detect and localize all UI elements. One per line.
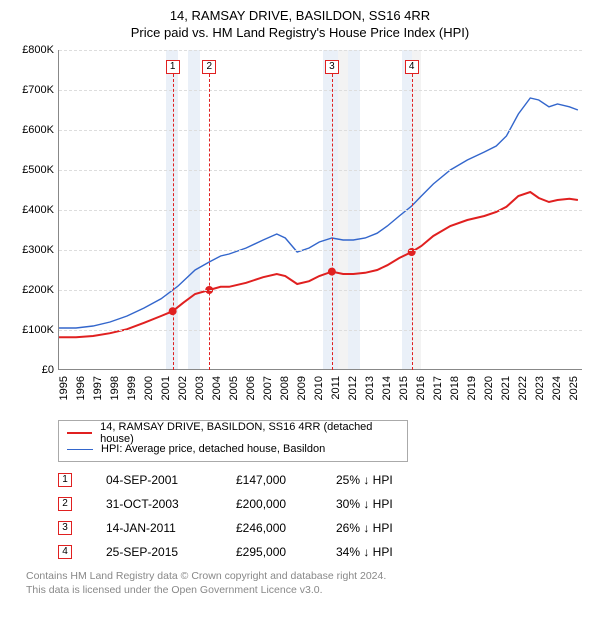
y-tick-label: £200K xyxy=(22,284,54,296)
tx-price: £200,000 xyxy=(236,497,336,511)
marker-label: 3 xyxy=(325,60,339,74)
tx-marker: 4 xyxy=(58,545,72,559)
x-tick-label: 1995 xyxy=(58,376,70,400)
transaction-row: 2 31-OCT-2003£200,00030% ↓ HPI xyxy=(58,492,538,516)
marker-line xyxy=(209,74,210,370)
x-tick-label: 2013 xyxy=(364,376,376,400)
x-tick-label: 2025 xyxy=(568,376,580,400)
plot-area: 1 2 3 4 xyxy=(58,50,582,370)
y-tick-label: £700K xyxy=(22,84,54,96)
x-tick-label: 2011 xyxy=(330,376,342,400)
x-tick-label: 2009 xyxy=(296,376,308,400)
legend-swatch xyxy=(67,432,92,434)
transaction-row: 3 14-JAN-2011£246,00026% ↓ HPI xyxy=(58,516,538,540)
x-tick-label: 1996 xyxy=(75,376,87,400)
x-tick-label: 2016 xyxy=(415,376,427,400)
y-tick-label: £800K xyxy=(22,44,54,56)
chart: £0 £100K £200K £300K £400K £500K £600K £700K £80… xyxy=(10,46,590,416)
x-tick-label: 2019 xyxy=(466,376,478,400)
gridline xyxy=(59,210,582,211)
transaction-row: 1 04-SEP-2001£147,00025% ↓ HPI xyxy=(58,468,538,492)
transaction-row: 4 25-SEP-2015£295,00034% ↓ HPI xyxy=(58,540,538,564)
legend-swatch xyxy=(67,449,93,450)
tx-marker: 1 xyxy=(58,473,72,487)
tx-hpi: 25% ↓ HPI xyxy=(336,473,446,487)
x-tick-label: 1998 xyxy=(109,376,121,400)
y-tick-label: £400K xyxy=(22,204,54,216)
x-tick-label: 2007 xyxy=(262,376,274,400)
tx-price: £246,000 xyxy=(236,521,336,535)
x-tick-label: 2003 xyxy=(194,376,206,400)
x-tick-label: 2005 xyxy=(228,376,240,400)
tx-marker: 2 xyxy=(58,497,72,511)
chart-container: 14, RAMSAY DRIVE, BASILDON, SS16 4RR Pri… xyxy=(0,0,600,620)
marker-label: 1 xyxy=(166,60,180,74)
x-tick-label: 2001 xyxy=(160,376,172,400)
tx-marker: 3 xyxy=(58,521,72,535)
series-line xyxy=(59,192,578,337)
y-axis: £0£100K£200K£300K£400K£500K£600K£700K£80… xyxy=(10,50,56,370)
y-tick-label: £0 xyxy=(42,364,54,376)
x-tick-label: 2018 xyxy=(449,376,461,400)
gridline xyxy=(59,290,582,291)
title-address: 14, RAMSAY DRIVE, BASILDON, SS16 4RR xyxy=(10,8,590,23)
legend-label: HPI: Average price, detached house, Basi… xyxy=(101,443,325,455)
x-tick-label: 2021 xyxy=(500,376,512,400)
x-tick-label: 2008 xyxy=(279,376,291,400)
tx-date: 31-OCT-2003 xyxy=(106,497,236,511)
title-block: 14, RAMSAY DRIVE, BASILDON, SS16 4RR Pri… xyxy=(10,8,590,40)
x-tick-label: 2012 xyxy=(347,376,359,400)
marker-label: 2 xyxy=(202,60,216,74)
gridline xyxy=(59,130,582,131)
x-tick-label: 1999 xyxy=(126,376,138,400)
x-tick-label: 2002 xyxy=(177,376,189,400)
tx-hpi: 30% ↓ HPI xyxy=(336,497,446,511)
tx-date: 04-SEP-2001 xyxy=(106,473,236,487)
tx-date: 14-JAN-2011 xyxy=(106,521,236,535)
marker-label: 4 xyxy=(405,60,419,74)
x-tick-label: 2023 xyxy=(534,376,546,400)
y-tick-label: £600K xyxy=(22,124,54,136)
x-tick-label: 1997 xyxy=(92,376,104,400)
tx-price: £147,000 xyxy=(236,473,336,487)
legend: 14, RAMSAY DRIVE, BASILDON, SS16 4RR (de… xyxy=(58,420,408,462)
title-subtitle: Price paid vs. HM Land Registry's House … xyxy=(10,25,590,40)
tx-price: £295,000 xyxy=(236,545,336,559)
x-tick-label: 2004 xyxy=(211,376,223,400)
x-tick-label: 2000 xyxy=(143,376,155,400)
x-tick-label: 2006 xyxy=(245,376,257,400)
y-tick-label: £100K xyxy=(22,324,54,336)
gridline xyxy=(59,330,582,331)
footer-line-1: Contains HM Land Registry data © Crown c… xyxy=(26,570,590,584)
x-axis: 1995 1996 1997 1998 1999 2000 2001 2002 2003 2004… xyxy=(58,372,582,416)
legend-row: 14, RAMSAY DRIVE, BASILDON, SS16 4RR (de… xyxy=(67,425,399,441)
x-tick-label: 2020 xyxy=(483,376,495,400)
marker-line xyxy=(412,74,413,370)
marker-line xyxy=(173,74,174,370)
tx-hpi: 26% ↓ HPI xyxy=(336,521,446,535)
x-tick-label: 2022 xyxy=(517,376,529,400)
series-line xyxy=(59,98,578,328)
marker-line xyxy=(332,74,333,370)
y-tick-label: £300K xyxy=(22,244,54,256)
tx-date: 25-SEP-2015 xyxy=(106,545,236,559)
x-tick-label: 2010 xyxy=(313,376,325,400)
gridline xyxy=(59,50,582,51)
tx-hpi: 34% ↓ HPI xyxy=(336,545,446,559)
legend-label: 14, RAMSAY DRIVE, BASILDON, SS16 4RR (de… xyxy=(100,421,399,445)
y-tick-label: £500K xyxy=(22,164,54,176)
x-tick-label: 2015 xyxy=(398,376,410,400)
footer-line-2: This data is licensed under the Open Gov… xyxy=(26,584,590,598)
transactions-table: 1 04-SEP-2001£147,00025% ↓ HPI 2 31-OCT-200… xyxy=(58,468,538,564)
gridline xyxy=(59,90,582,91)
x-tick-label: 2024 xyxy=(551,376,563,400)
x-tick-label: 2014 xyxy=(381,376,393,400)
x-tick-label: 2017 xyxy=(432,376,444,400)
gridline xyxy=(59,250,582,251)
footer: Contains HM Land Registry data © Crown c… xyxy=(26,570,590,597)
gridline xyxy=(59,170,582,171)
